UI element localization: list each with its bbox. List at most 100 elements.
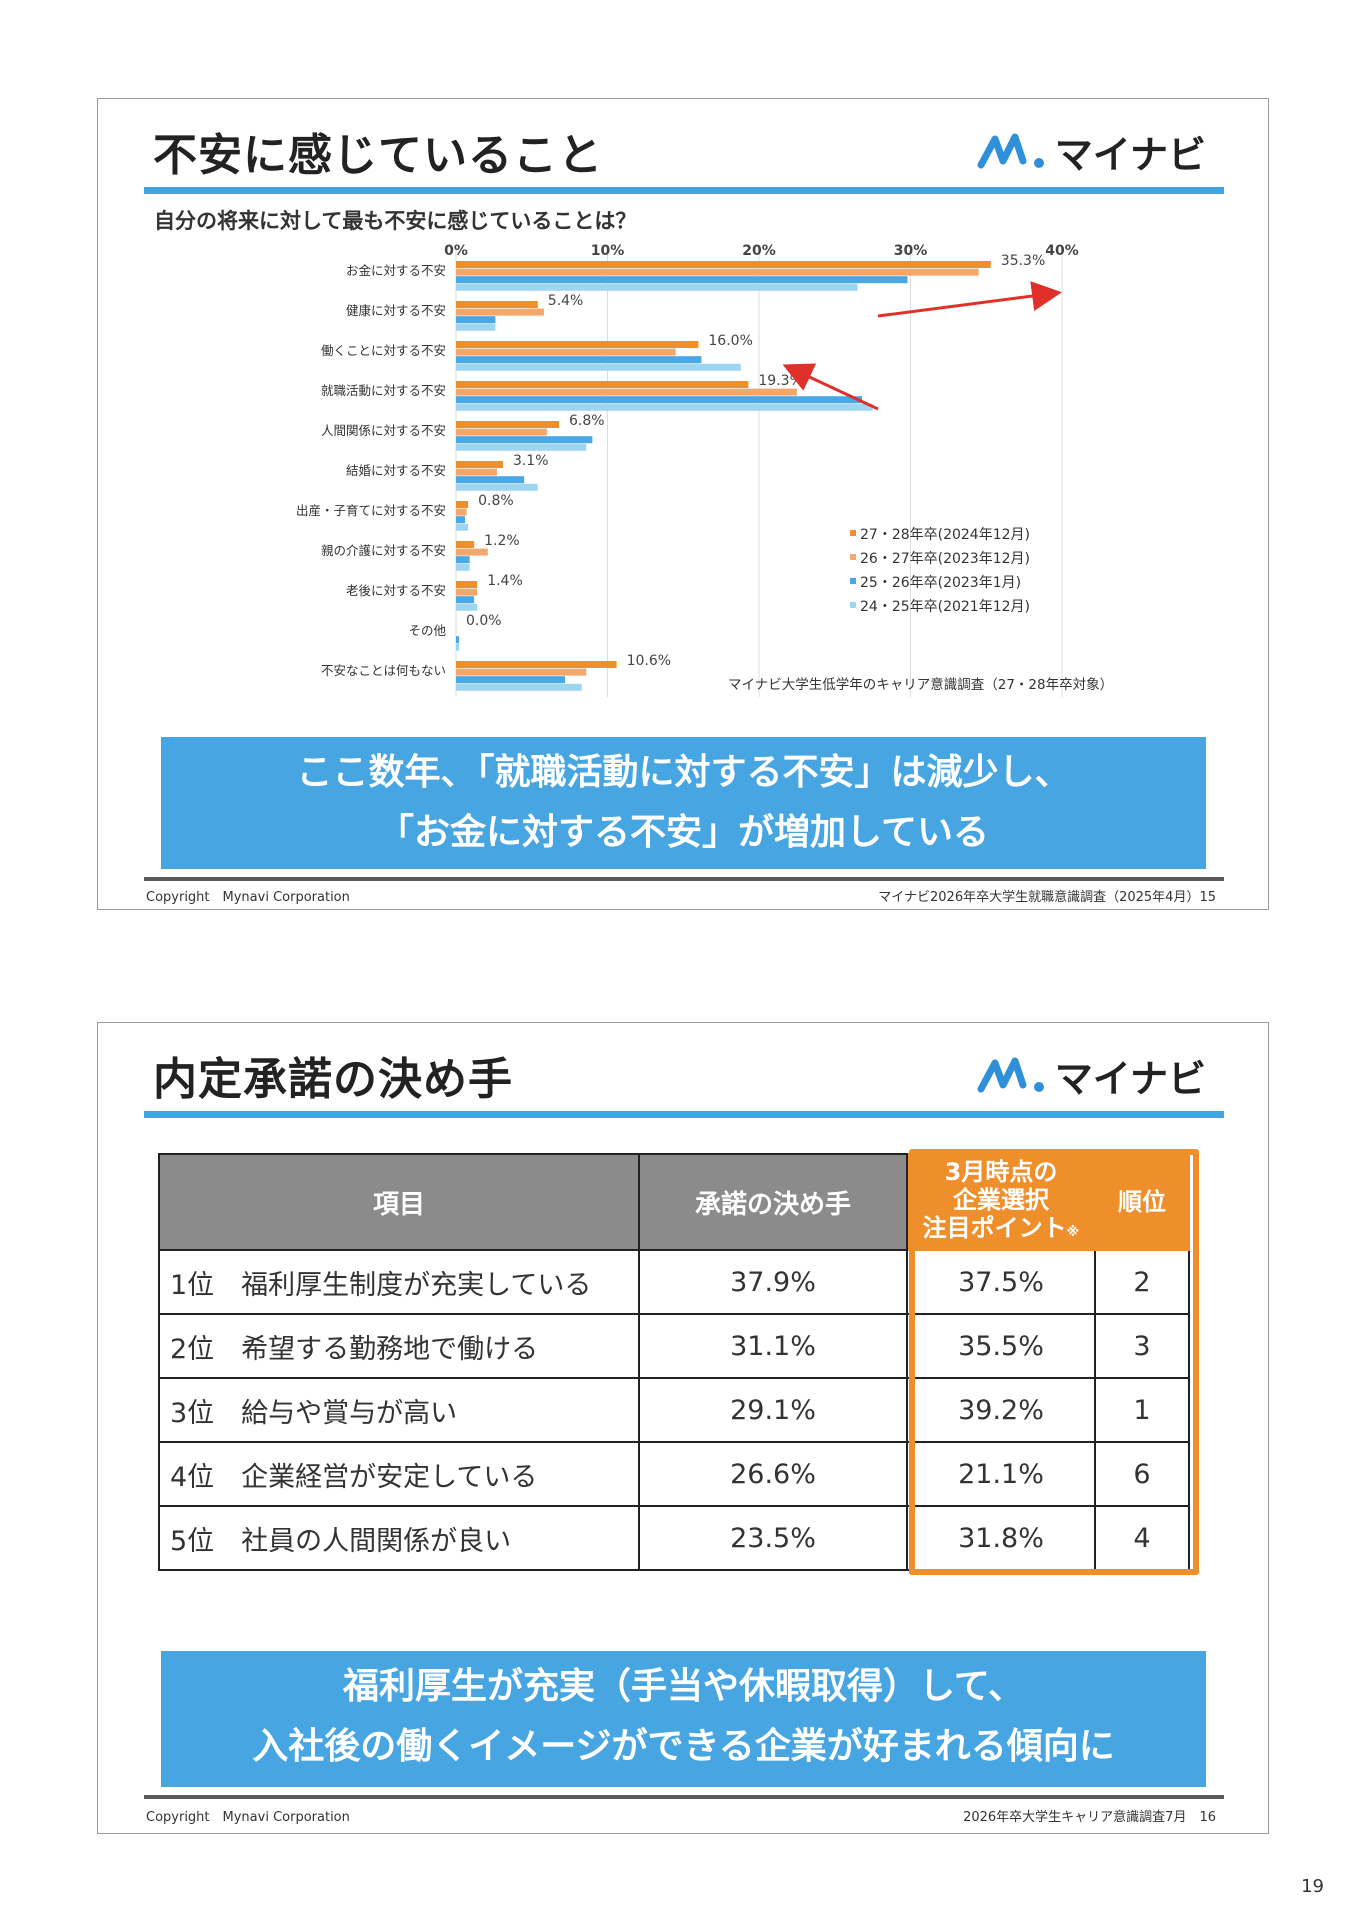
bar bbox=[456, 548, 488, 556]
bar bbox=[456, 363, 741, 371]
header-point-line2: 企業選択 bbox=[953, 1185, 1049, 1214]
category-label: その他 bbox=[408, 623, 446, 638]
row-item: 2位 希望する勤務地で働ける bbox=[158, 1313, 640, 1379]
bar bbox=[456, 301, 538, 308]
bar bbox=[456, 501, 469, 508]
callout-line-1: ここ数年、「就職活動に対する不安」は減少し、 bbox=[296, 752, 1071, 793]
row-item: 1位 福利厚生制度が充実している bbox=[158, 1249, 640, 1315]
footer-source: 2026年卒大学生キャリア意識調査7月 16 bbox=[963, 1810, 1216, 1825]
slide-title: 内定承諾の決め手 bbox=[153, 1054, 513, 1105]
bar bbox=[456, 388, 797, 396]
legend-label: 24・25年卒(2021年12月) bbox=[860, 599, 1030, 615]
footer-copyright: Copyright Mynavi Corporation bbox=[146, 890, 350, 905]
data-label: 1.2% bbox=[484, 533, 520, 549]
bar bbox=[456, 556, 470, 564]
legend-label: 26・27年卒(2023年12月) bbox=[860, 551, 1030, 567]
footer-divider bbox=[144, 877, 1224, 881]
header-point-line1: 3月時点の bbox=[944, 1157, 1058, 1186]
category-label: お金に対する不安 bbox=[346, 263, 446, 278]
data-label: 16.0% bbox=[708, 333, 752, 349]
row-rate: 23.5% bbox=[638, 1505, 908, 1571]
bar bbox=[456, 588, 478, 596]
bar bbox=[456, 403, 873, 411]
slide-decision-factors: 内定承諾の決め手 マイナビ 項目 承諾の決め手 3月時点の 企業選択 注目ポイン… bbox=[97, 1022, 1269, 1834]
decision-table: 項目 承諾の決め手 3月時点の 企業選択 注目ポイント※ 順位 1位 福利厚生制… bbox=[158, 1153, 1190, 1571]
row-item: 5位 社員の人間関係が良い bbox=[158, 1505, 640, 1571]
header-rate: 承諾の決め手 bbox=[638, 1153, 908, 1251]
category-label: 老後に対する不安 bbox=[346, 583, 446, 598]
data-label: 35.3% bbox=[1001, 253, 1045, 269]
bar bbox=[456, 636, 460, 644]
chart-question: 自分の将来に対して最も不安に感じていることは？ bbox=[154, 209, 637, 233]
page-number: 19 bbox=[1301, 1876, 1324, 1897]
bar bbox=[456, 341, 699, 348]
bar bbox=[456, 516, 466, 524]
bar bbox=[456, 443, 587, 451]
data-label: 19.3% bbox=[758, 373, 802, 389]
category-label: 出産・子育てに対する不安 bbox=[296, 503, 446, 518]
header-point: 3月時点の 企業選択 注目ポイント※ bbox=[906, 1153, 1096, 1251]
x-tick-label: 30% bbox=[894, 243, 928, 259]
table-row: 4位 企業経営が安定している 26.6% 21.1% 6 bbox=[158, 1441, 1190, 1507]
bar bbox=[456, 581, 478, 588]
legend-swatch bbox=[850, 554, 856, 560]
table-header-row: 項目 承諾の決め手 3月時点の 企業選択 注目ポイント※ 順位 bbox=[158, 1153, 1190, 1251]
bar bbox=[456, 316, 496, 324]
bar bbox=[456, 356, 702, 364]
x-tick-label: 40% bbox=[1045, 243, 1079, 259]
row-point: 39.2% bbox=[906, 1377, 1096, 1443]
legend-swatch bbox=[850, 602, 856, 608]
mynavi-logo: マイナビ bbox=[977, 129, 1206, 177]
data-label: 1.4% bbox=[487, 573, 523, 589]
bar bbox=[456, 468, 497, 476]
category-label: 親の介護に対する不安 bbox=[321, 543, 446, 558]
category-label: 健康に対する不安 bbox=[346, 303, 446, 318]
data-label: 0.8% bbox=[478, 493, 514, 509]
row-item: 4位 企業経営が安定している bbox=[158, 1441, 640, 1507]
x-tick-label: 10% bbox=[591, 243, 625, 259]
callout-line-2: 入社後の働くイメージができる企業が好まれる傾向に bbox=[252, 1726, 1115, 1767]
header-item: 項目 bbox=[158, 1153, 640, 1251]
x-tick-label: 0% bbox=[444, 243, 468, 259]
slide-title: 不安に感じていること bbox=[153, 130, 603, 181]
title-underline bbox=[144, 1111, 1224, 1118]
title-underline bbox=[144, 187, 1224, 194]
category-label: 不安なことは何もない bbox=[321, 663, 446, 678]
table-row: 3位 給与や賞与が高い 29.1% 39.2% 1 bbox=[158, 1377, 1190, 1443]
bar bbox=[456, 283, 858, 291]
bar bbox=[456, 523, 469, 531]
category-label: 就職活動に対する不安 bbox=[321, 383, 446, 398]
summary-callout: 福利厚生が充実（手当や休暇取得）して、 入社後の働くイメージができる企業が好まれ… bbox=[161, 1651, 1206, 1787]
mynavi-logo: マイナビ bbox=[977, 1053, 1206, 1101]
bar bbox=[456, 683, 582, 691]
bar bbox=[456, 483, 538, 491]
legend-label: 27・28年卒(2024年12月) bbox=[860, 527, 1030, 543]
bar bbox=[456, 596, 475, 604]
bar bbox=[456, 421, 560, 428]
bar bbox=[456, 476, 525, 484]
bar bbox=[456, 436, 593, 444]
bar bbox=[456, 661, 617, 668]
source-note: マイナビ大学生低学年のキャリア意識調査（27・28年卒対象） bbox=[728, 676, 1113, 693]
bar bbox=[456, 643, 460, 651]
row-rate: 29.1% bbox=[638, 1377, 908, 1443]
row-point: 21.1% bbox=[906, 1441, 1096, 1507]
bar bbox=[456, 428, 547, 436]
bar bbox=[456, 396, 863, 404]
row-rate: 37.9% bbox=[638, 1249, 908, 1315]
row-rank: 4 bbox=[1094, 1505, 1190, 1571]
x-tick-label: 20% bbox=[742, 243, 776, 259]
anxiety-bar-chart: 0% 10% 20% 30% 40% お金に対する不安 35.3% 健康に対する不安 5.4% 働… bbox=[296, 243, 1113, 697]
row-point: 31.8% bbox=[906, 1505, 1096, 1571]
row-rate: 31.1% bbox=[638, 1313, 908, 1379]
bar bbox=[456, 541, 475, 548]
logo-text: マイナビ bbox=[1054, 132, 1206, 177]
table-row: 2位 希望する勤務地で働ける 31.1% 35.5% 3 bbox=[158, 1313, 1190, 1379]
bar bbox=[456, 461, 503, 468]
data-label: 0.0% bbox=[466, 613, 502, 629]
bar bbox=[456, 668, 587, 676]
legend-label: 25・26年卒(2023年1月) bbox=[860, 575, 1021, 591]
bar bbox=[456, 261, 991, 268]
bar bbox=[456, 603, 478, 611]
table-row: 1位 福利厚生制度が充実している 37.9% 37.5% 2 bbox=[158, 1249, 1190, 1315]
